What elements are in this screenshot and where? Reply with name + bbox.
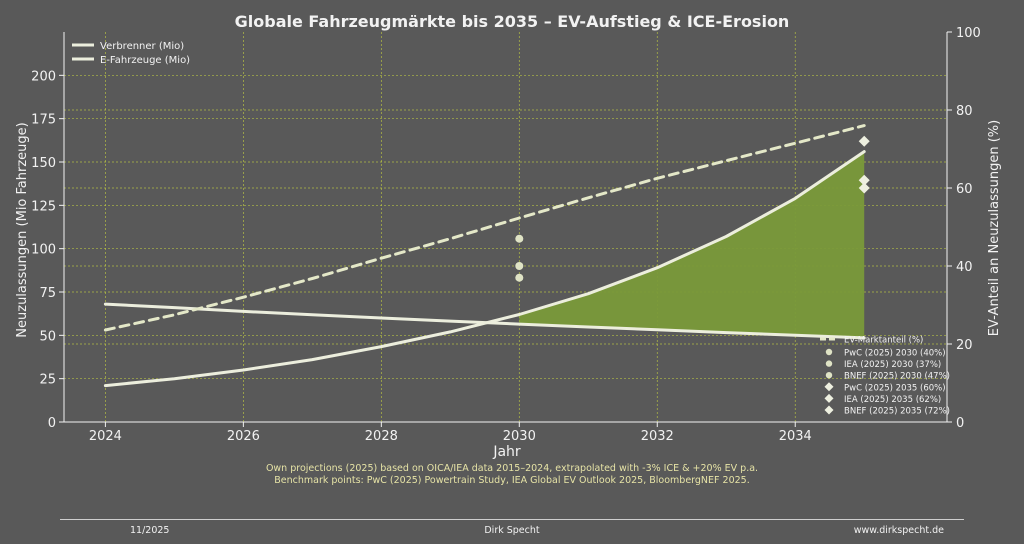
fill-layer (519, 151, 865, 338)
legend-label: IEA (2025) 2035 (62%) (844, 395, 941, 405)
legend-marker-diamond (824, 393, 834, 403)
x-tick-label: 2034 (779, 429, 812, 444)
legend-layer: Verbrenner (Mio) E-Fahrzeuge (Mio) EV-Mark… (72, 41, 950, 417)
y2-axis-label: EV-Anteil an Neuzulassungen (%) (987, 120, 1002, 336)
chart-title: Globale Fahrzeugmärkte bis 2035 – EV-Auf… (235, 12, 790, 31)
y-tick-label: 0 (48, 416, 56, 431)
y-tick-label: 50 (39, 329, 56, 344)
legend-label: EV-Marktanteil (%) (844, 336, 923, 346)
x-tick-label: 2028 (365, 429, 398, 444)
series-line-ev-marktanteil (103, 124, 866, 332)
legend-marker-circle (825, 360, 833, 367)
legend-label: BNEF (2025) 2030 (47%) (844, 372, 950, 382)
x-tick-label: 2024 (89, 429, 122, 444)
x-axis-label: Jahr (492, 444, 521, 460)
y2-tick-label: 0 (956, 416, 964, 431)
footer-author: Dirk Specht (484, 525, 540, 536)
benchmark-marker-diamond (858, 135, 870, 147)
y2-tick-label: 80 (956, 104, 973, 119)
footer-divider (60, 519, 964, 520)
legend-label: IEA (2025) 2030 (37%) (844, 360, 941, 370)
ev-surplus-area (519, 151, 865, 338)
grid-layer (64, 32, 947, 422)
y-tick-label: 200 (31, 69, 56, 84)
y-tick-label: 175 (31, 113, 56, 128)
y2-tick-label: 20 (956, 338, 973, 353)
y-axis-label: Neuzulassungen (Mio Fahrzeuge) (15, 122, 30, 337)
source-note-2: Benchmark points: PwC (2025) Powertrain … (274, 475, 750, 486)
benchmark-marker-diamond (858, 174, 870, 186)
legend-label: E-Fahrzeuge (Mio) (100, 55, 190, 66)
legend-label: PwC (2025) 2030 (40%) (844, 349, 946, 359)
benchmark-marker-circle (515, 262, 524, 270)
y2-tick-label: 60 (956, 182, 973, 197)
legend-label: Verbrenner (Mio) (100, 41, 184, 52)
x-tick-label: 2030 (503, 429, 536, 444)
legend-marker-diamond (824, 405, 834, 415)
marker-layer (515, 135, 870, 282)
y-tick-label: 100 (31, 243, 56, 258)
axis-layer: 2024 2026 2028 2030 2032 2034 0 25 50 75 100 125 150… (31, 26, 981, 444)
legend-label: BNEF (2025) 2035 (72%) (844, 407, 950, 417)
benchmark-marker-circle (515, 234, 524, 243)
series-line-e-fahrzeuge (103, 150, 866, 388)
benchmark-marker-circle (515, 273, 524, 282)
series-layer (103, 124, 866, 388)
legend-marker-circle (825, 372, 833, 379)
y-tick-label: 75 (39, 286, 56, 301)
y2-tick-label: 100 (956, 26, 981, 41)
source-note-1: Own projections (2025) based on OICA/IEA… (265, 463, 759, 474)
x-tick-label: 2026 (227, 429, 260, 444)
legend-label: PwC (2025) 2035 (60%) (844, 383, 946, 393)
y2-tick-label: 40 (956, 260, 973, 275)
benchmark-marker-diamond (858, 182, 870, 194)
y-tick-label: 125 (31, 199, 56, 214)
y-tick-label: 150 (31, 156, 56, 171)
footer-date: 11/2025 (130, 525, 170, 536)
x-tick-label: 2032 (641, 429, 674, 444)
legend-marker-diamond (824, 382, 834, 392)
y-tick-label: 25 (39, 373, 56, 388)
legend-marker-circle (825, 348, 833, 356)
footer-url[interactable]: www.dirkspecht.de (853, 525, 944, 536)
